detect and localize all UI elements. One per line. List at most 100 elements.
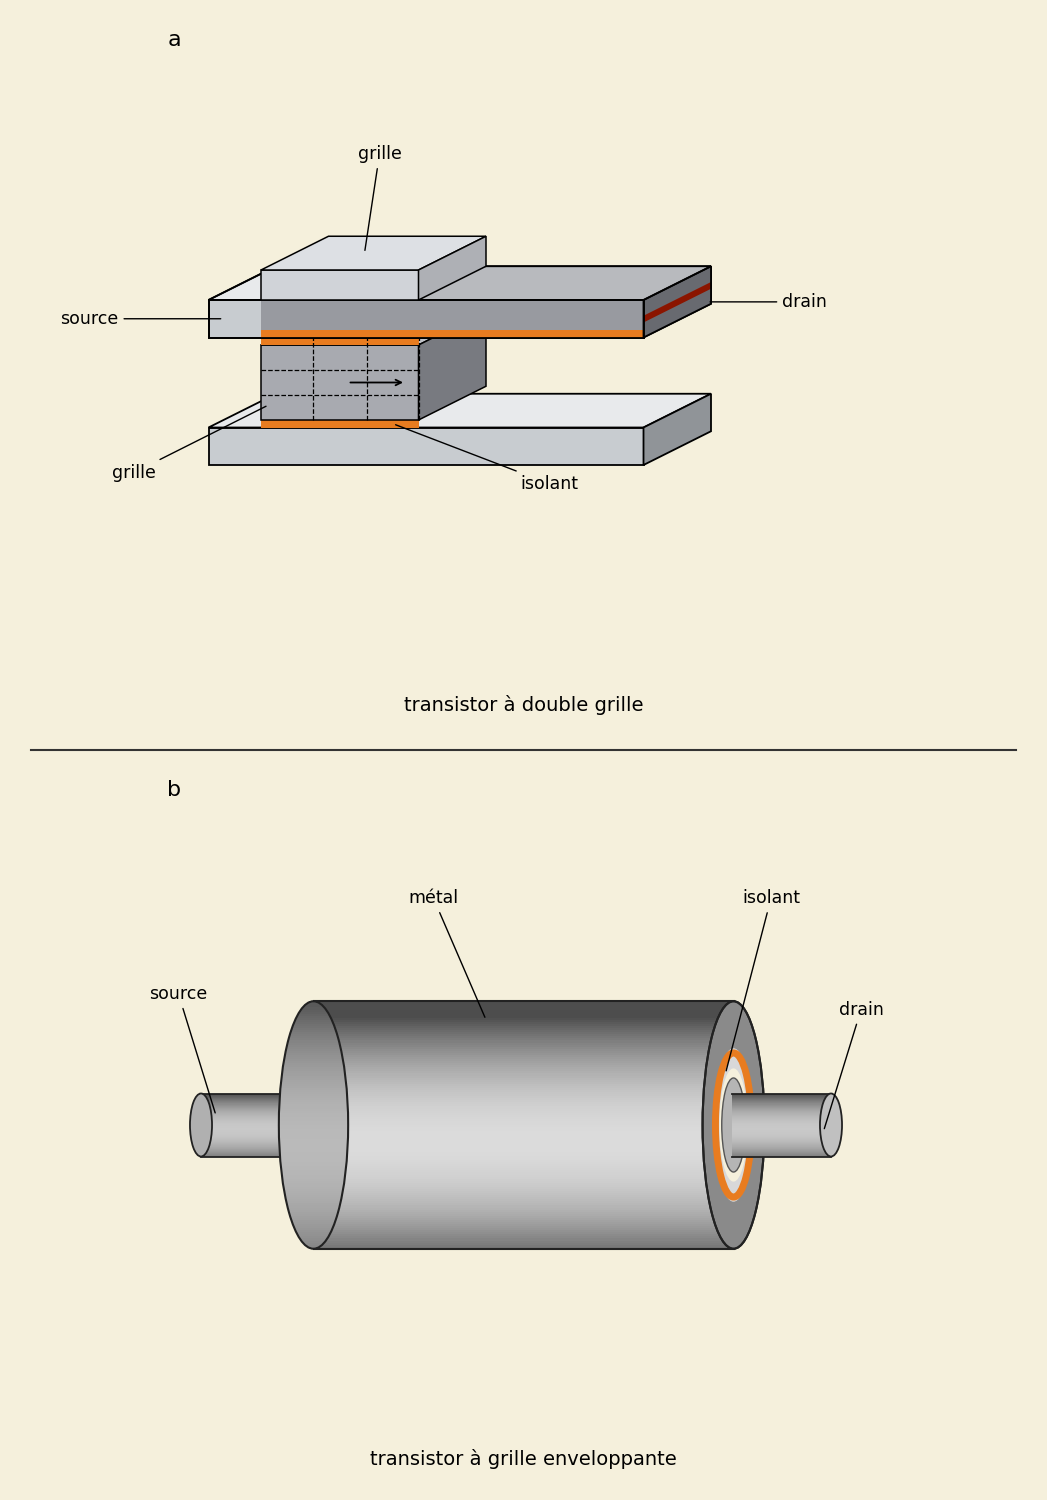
Polygon shape <box>261 338 419 345</box>
Bar <box>313 1160 734 1162</box>
Bar <box>313 1162 734 1164</box>
Bar <box>286 1048 341 1050</box>
Bar <box>281 1162 347 1164</box>
Bar <box>289 1209 338 1212</box>
Bar <box>313 1026 734 1028</box>
Bar <box>285 1196 342 1197</box>
Bar <box>288 1042 339 1044</box>
Text: isolant: isolant <box>727 890 800 1071</box>
Bar <box>313 1020 734 1022</box>
Bar <box>281 1088 347 1090</box>
Bar <box>313 1230 734 1233</box>
Bar <box>292 1026 335 1028</box>
Bar <box>281 1082 347 1083</box>
Text: b: b <box>168 780 181 800</box>
Bar <box>313 1108 734 1110</box>
Bar <box>294 1022 333 1025</box>
Bar <box>313 1191 734 1192</box>
Bar <box>313 1164 734 1167</box>
Text: drain: drain <box>824 1000 884 1128</box>
Bar <box>282 1174 346 1176</box>
Bar <box>294 1226 333 1228</box>
Bar <box>282 1071 344 1074</box>
Bar <box>313 1224 734 1226</box>
Bar <box>296 1016 330 1017</box>
Bar <box>280 1152 348 1154</box>
Bar <box>313 1140 734 1142</box>
Bar <box>313 1017 734 1020</box>
Bar <box>283 1180 344 1182</box>
Bar <box>280 1096 348 1098</box>
Bar <box>313 1226 734 1228</box>
Bar <box>280 1094 348 1096</box>
Bar <box>313 1074 734 1076</box>
Bar <box>313 1136 734 1137</box>
Bar <box>295 1017 331 1020</box>
Bar <box>313 1010 734 1011</box>
Polygon shape <box>261 303 486 338</box>
Bar <box>313 1035 734 1036</box>
Bar <box>300 1010 327 1011</box>
Bar <box>287 1044 340 1047</box>
Polygon shape <box>208 394 711 427</box>
Bar <box>297 1234 329 1236</box>
Bar <box>313 1130 734 1131</box>
Bar <box>280 1101 348 1102</box>
Bar <box>313 1168 734 1170</box>
Polygon shape <box>261 300 644 338</box>
Bar <box>283 1179 344 1180</box>
Bar <box>313 1092 734 1094</box>
Bar <box>289 1036 338 1038</box>
Bar <box>304 1005 324 1008</box>
Bar <box>313 1239 734 1240</box>
Bar <box>281 1086 347 1088</box>
Bar <box>313 1048 734 1050</box>
Polygon shape <box>261 420 419 428</box>
Bar <box>279 1125 349 1126</box>
Bar <box>283 1182 344 1185</box>
Bar <box>313 1041 734 1042</box>
Bar <box>280 1142 348 1143</box>
Bar <box>313 1124 734 1125</box>
Bar <box>313 1206 734 1208</box>
Bar <box>313 1156 734 1158</box>
Bar <box>299 1011 328 1014</box>
Bar <box>313 1152 734 1154</box>
Bar <box>313 1060 734 1064</box>
Bar <box>280 1098 348 1101</box>
Polygon shape <box>644 267 711 338</box>
Bar <box>313 1125 734 1126</box>
Polygon shape <box>419 312 486 420</box>
Bar <box>288 1208 339 1209</box>
Bar <box>280 1137 348 1140</box>
Text: grille: grille <box>358 146 401 250</box>
Bar <box>313 1098 734 1101</box>
Bar <box>313 1064 734 1065</box>
Ellipse shape <box>190 1094 213 1156</box>
Bar <box>313 1154 734 1156</box>
Bar <box>309 1246 318 1248</box>
Bar <box>313 1143 734 1146</box>
Bar <box>302 1240 326 1242</box>
Bar <box>313 1192 734 1196</box>
Bar <box>279 1116 348 1119</box>
Text: métal: métal <box>408 890 485 1017</box>
Bar <box>313 1059 734 1060</box>
Bar <box>313 1203 734 1206</box>
Bar <box>313 1245 734 1246</box>
Bar <box>313 1200 734 1202</box>
Bar <box>313 1036 734 1038</box>
Bar <box>313 1110 734 1113</box>
Bar <box>282 1076 346 1077</box>
Bar <box>279 1114 348 1116</box>
Bar <box>291 1030 336 1032</box>
Bar <box>295 1228 332 1230</box>
Bar <box>313 1208 734 1209</box>
Bar <box>313 1134 734 1136</box>
Bar <box>313 1024 734 1026</box>
Bar <box>313 1137 734 1140</box>
Bar <box>281 1158 347 1160</box>
Bar <box>313 1218 734 1219</box>
Bar <box>313 1149 734 1152</box>
Bar <box>282 1080 346 1082</box>
